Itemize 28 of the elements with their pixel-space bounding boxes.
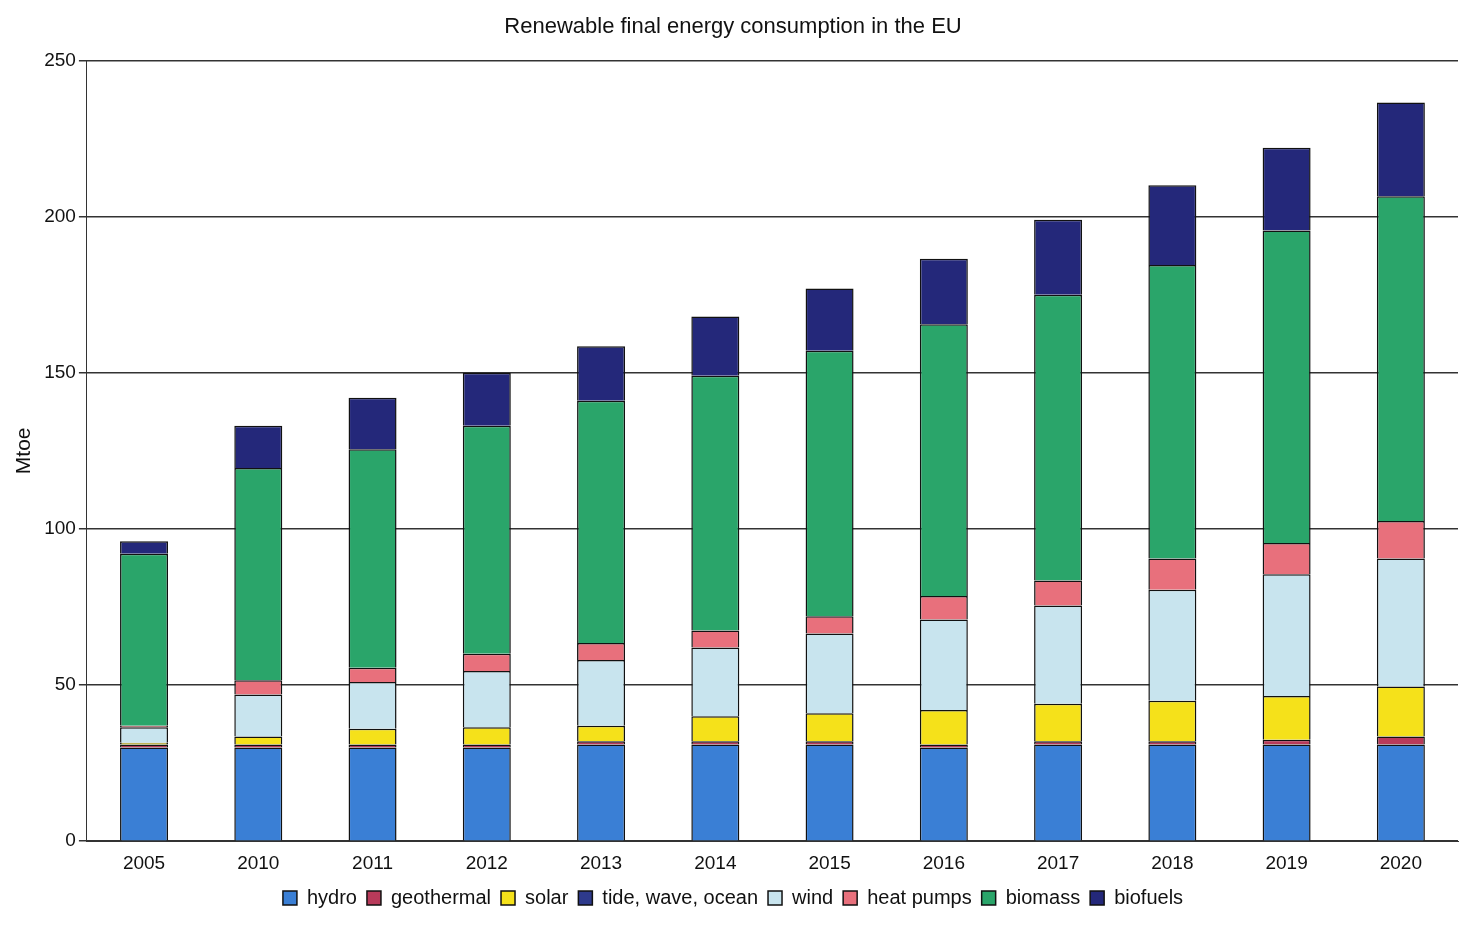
x-tick-label: 2011 bbox=[352, 851, 393, 873]
y-tick-label: 0 bbox=[65, 829, 76, 851]
y-axis-title: Mtoe bbox=[11, 427, 35, 475]
x-tick-label: 2013 bbox=[579, 851, 623, 873]
legend-label: solar bbox=[525, 885, 569, 908]
legend-label: hydro bbox=[306, 885, 357, 908]
x-tick-label: 2010 bbox=[237, 851, 280, 873]
x-tick-label: 2012 bbox=[465, 851, 508, 873]
y-tick-label: 100 bbox=[44, 517, 76, 539]
x-tick-label: 2016 bbox=[922, 851, 965, 873]
x-tick-label: 2020 bbox=[1379, 851, 1423, 873]
x-tick-label: 2005 bbox=[122, 851, 166, 873]
legend-label: heat pumps bbox=[867, 885, 972, 908]
y-tick-label: 200 bbox=[44, 204, 76, 226]
x-tick-label: 2019 bbox=[1265, 851, 1308, 873]
legend-label: geothermal bbox=[390, 885, 492, 908]
legend-label: wind bbox=[791, 885, 834, 908]
y-tick-label: 150 bbox=[44, 360, 76, 382]
legend-label: biofuels bbox=[1114, 885, 1184, 908]
legend-label: tide, wave, ocean bbox=[602, 885, 759, 908]
legend-label: biomass bbox=[1005, 885, 1081, 908]
x-tick-label: 2014 bbox=[694, 851, 737, 873]
x-tick-label: 2018 bbox=[1151, 851, 1194, 873]
chart-title: Renewable final energy consumption in the EU bbox=[504, 13, 962, 39]
x-tick-label: 2015 bbox=[808, 851, 851, 873]
x-tick-label: 2017 bbox=[1036, 851, 1080, 873]
y-tick-label: 50 bbox=[54, 673, 76, 695]
y-tick-label: 250 bbox=[44, 48, 76, 70]
